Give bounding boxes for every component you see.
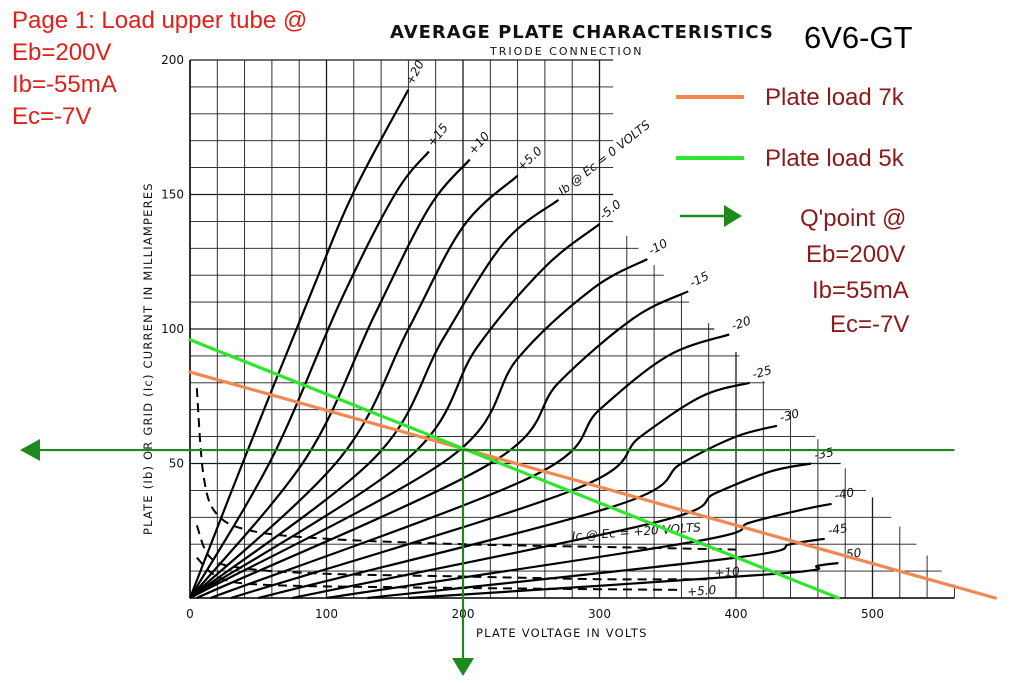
plate-curve xyxy=(258,424,778,600)
x-tick-label: 500 xyxy=(861,607,884,621)
x-tick-label: 400 xyxy=(725,607,748,621)
plate-curve-label: -30 xyxy=(778,406,801,425)
qpoint-note-line-3: Ib=55mA xyxy=(812,277,909,304)
tube-type-label: 6V6-GT xyxy=(804,20,913,55)
legend: Plate load 7k Plate load 5k Q'point @ Eb… xyxy=(676,84,909,338)
legend-label-7k: Plate load 7k xyxy=(765,84,905,111)
plate-curve xyxy=(196,290,689,600)
grid-curve-label: +10 xyxy=(714,564,741,580)
plate-curve xyxy=(189,258,648,599)
page-note: Page 1: Load upper tube @ Eb=200V Ib=-55… xyxy=(12,7,307,130)
plate-curve-label: +5.0 xyxy=(514,143,545,173)
page-note-line-3: Ib=-55mA xyxy=(12,71,117,98)
y-tick-label: 50 xyxy=(169,457,184,471)
grid-current-curve xyxy=(195,525,709,581)
plate-curve-label: Ib @ Ec = 0 VOLTS xyxy=(556,117,653,198)
page-note-line-1: Page 1: Load upper tube @ xyxy=(12,7,307,34)
plate-curve-label: -20 xyxy=(730,313,753,333)
load-line xyxy=(188,370,997,600)
plate-curve xyxy=(189,158,471,599)
plate-curve xyxy=(292,462,812,600)
qpoint-note-line-4: Ec=-7V xyxy=(830,311,909,338)
plate-curve-label: -5.0 xyxy=(597,197,624,223)
plate-curve xyxy=(326,502,832,600)
plate-curve xyxy=(188,89,410,599)
qpoint-markers xyxy=(20,439,955,676)
x-tick-label: 100 xyxy=(315,607,338,621)
plate-curve-label: +10 xyxy=(465,129,492,158)
plate-curve-label: -10 xyxy=(646,236,670,258)
grid-current-curve xyxy=(195,388,737,551)
plate-curve-label: +20 xyxy=(403,58,427,87)
legend-label-5k: Plate load 5k xyxy=(765,145,905,172)
plate-curve-label: -15 xyxy=(687,269,711,290)
page-note-line-4: Ec=-7V xyxy=(12,103,91,130)
plate-curve xyxy=(189,174,519,599)
grid-curve-label: +5.0 xyxy=(687,583,717,599)
plate-curve-label: -45 xyxy=(827,521,849,538)
grid-layer: 010020030040050050100150200 xyxy=(161,53,955,621)
qpoint-current-arrow xyxy=(20,439,40,462)
y-axis-label: PLATE (Ib) OR GRID (Ic) CURRENT IN MILLI… xyxy=(141,182,155,535)
x-tick-label: 300 xyxy=(588,607,611,621)
plate-curve-label: -25 xyxy=(751,363,774,382)
x-tick-label: 0 xyxy=(186,607,194,621)
y-tick-label: 150 xyxy=(161,188,184,202)
plate-curve xyxy=(408,561,839,600)
load-line-layer xyxy=(188,338,997,600)
plate-curve-label: -35 xyxy=(813,445,835,463)
plate-curve xyxy=(189,223,601,599)
plate-curve xyxy=(210,333,730,600)
chart-subtitle: TRIODE CONNECTION xyxy=(489,45,643,58)
chart-title: AVERAGE PLATE CHARACTERISTICS xyxy=(390,22,774,43)
qpoint-voltage-arrow xyxy=(452,658,474,676)
page-note-line-2: Eb=200V xyxy=(12,39,111,66)
plate-curve-label: -40 xyxy=(833,485,855,503)
plate-curve xyxy=(230,381,750,600)
plate-curve xyxy=(189,150,430,599)
grid-curve-label: Ic @ Ec = +20 VOLTS xyxy=(571,520,701,543)
y-tick-label: 200 xyxy=(161,53,184,67)
qpoint-note-line-1: Q'point @ xyxy=(800,205,906,232)
load-line xyxy=(188,338,840,600)
plate-curve-label: +15 xyxy=(424,121,451,150)
plate-curve xyxy=(189,199,560,599)
qpoint-note-line-2: Eb=200V xyxy=(806,241,905,268)
y-tick-label: 100 xyxy=(161,322,184,336)
legend-qpoint-arrow xyxy=(680,205,742,227)
x-axis-label: PLATE VOLTAGE IN VOLTS xyxy=(476,626,648,640)
